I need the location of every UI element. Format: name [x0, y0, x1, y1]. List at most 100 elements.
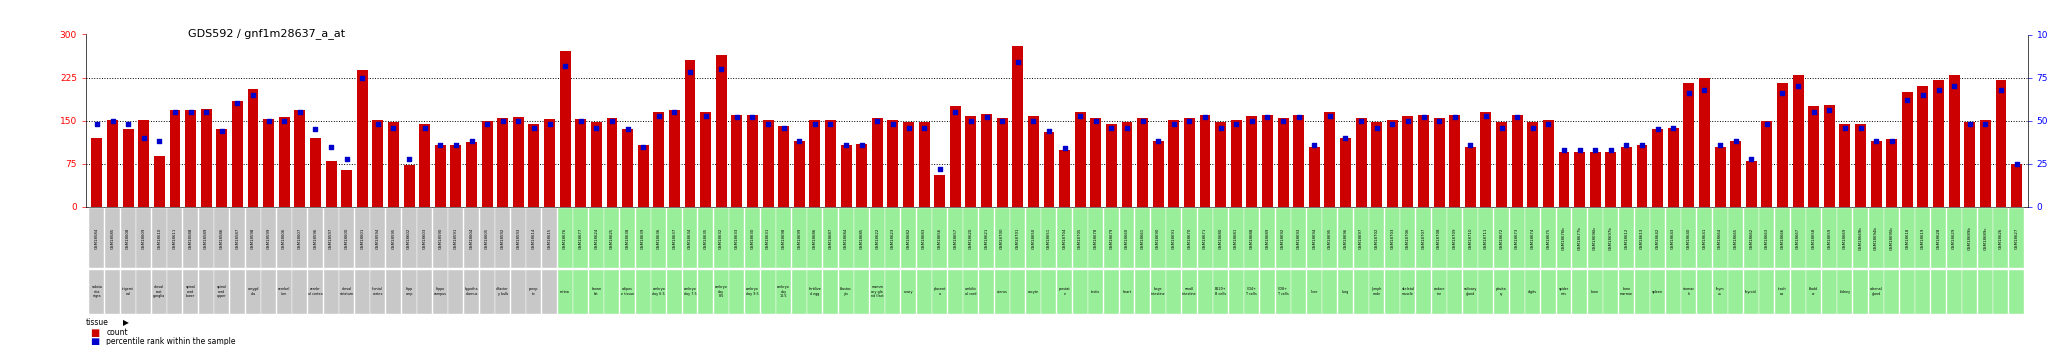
FancyBboxPatch shape — [1604, 208, 1618, 268]
FancyBboxPatch shape — [401, 269, 416, 314]
Point — [1298, 142, 1331, 148]
Text: GSM18638: GSM18638 — [625, 227, 629, 249]
Bar — [1653, 129, 1663, 207]
FancyBboxPatch shape — [121, 269, 135, 314]
Point — [221, 101, 254, 106]
FancyBboxPatch shape — [885, 208, 901, 268]
Text: GSM18695b: GSM18695b — [1890, 226, 1894, 250]
FancyBboxPatch shape — [1026, 208, 1040, 268]
FancyBboxPatch shape — [1401, 269, 1415, 314]
Text: GSM18625: GSM18625 — [610, 227, 614, 249]
Point — [1423, 118, 1456, 124]
Point — [1751, 121, 1784, 127]
FancyBboxPatch shape — [1495, 208, 1509, 268]
Bar — [512, 117, 524, 207]
Point — [1985, 87, 2017, 92]
FancyBboxPatch shape — [1823, 208, 1837, 268]
Text: GSM18606: GSM18606 — [283, 227, 287, 249]
FancyBboxPatch shape — [793, 208, 807, 268]
Point — [1313, 113, 1346, 118]
Text: pituita
ry: pituita ry — [1497, 287, 1507, 296]
FancyBboxPatch shape — [1370, 269, 1384, 314]
FancyBboxPatch shape — [1165, 208, 1182, 268]
FancyBboxPatch shape — [1087, 269, 1104, 314]
Point — [1907, 92, 1939, 98]
FancyBboxPatch shape — [1868, 269, 1884, 314]
Bar — [1059, 149, 1069, 207]
Bar — [606, 118, 616, 207]
FancyBboxPatch shape — [526, 208, 541, 268]
Point — [565, 118, 598, 124]
Text: GSM18599: GSM18599 — [266, 227, 270, 249]
Text: GSM18701: GSM18701 — [1016, 227, 1020, 249]
Text: umbilic
al cord: umbilic al cord — [965, 287, 977, 296]
Point — [768, 125, 801, 130]
Point — [127, 135, 160, 141]
Bar — [1839, 124, 1851, 207]
FancyBboxPatch shape — [293, 269, 307, 314]
Text: GSM18633: GSM18633 — [735, 227, 739, 249]
Bar — [217, 129, 227, 207]
Bar — [1386, 120, 1399, 207]
Text: GSM18680: GSM18680 — [1219, 227, 1223, 249]
Bar — [1511, 115, 1522, 207]
FancyBboxPatch shape — [918, 269, 932, 314]
FancyBboxPatch shape — [229, 208, 246, 268]
Point — [907, 125, 940, 130]
Text: GSM18695: GSM18695 — [1327, 227, 1331, 249]
Bar — [997, 118, 1008, 207]
FancyBboxPatch shape — [1806, 208, 1821, 268]
Point — [1235, 118, 1268, 124]
Text: GSM18693: GSM18693 — [1296, 227, 1300, 249]
FancyBboxPatch shape — [557, 269, 573, 314]
FancyBboxPatch shape — [246, 269, 260, 314]
FancyBboxPatch shape — [870, 269, 885, 314]
FancyBboxPatch shape — [1415, 208, 1432, 268]
Point — [1704, 142, 1737, 148]
Point — [174, 109, 207, 115]
Point — [502, 118, 535, 124]
FancyBboxPatch shape — [1182, 208, 1196, 268]
FancyBboxPatch shape — [182, 269, 199, 314]
Point — [1563, 147, 1595, 153]
FancyBboxPatch shape — [1915, 208, 1931, 268]
FancyBboxPatch shape — [1479, 269, 1493, 314]
Point — [532, 121, 565, 127]
FancyBboxPatch shape — [1526, 208, 1540, 268]
FancyBboxPatch shape — [1618, 269, 1634, 314]
FancyBboxPatch shape — [543, 208, 557, 268]
FancyBboxPatch shape — [1448, 269, 1462, 314]
Point — [1204, 125, 1237, 130]
Text: GSM18677b: GSM18677b — [1577, 226, 1581, 250]
FancyBboxPatch shape — [823, 208, 838, 268]
Point — [330, 156, 362, 161]
FancyBboxPatch shape — [1712, 269, 1729, 314]
Point — [1798, 109, 1831, 115]
FancyBboxPatch shape — [1993, 208, 2009, 268]
Text: oocyte: oocyte — [1028, 289, 1038, 294]
Text: GSM18686: GSM18686 — [813, 227, 817, 249]
Bar — [1356, 118, 1366, 207]
FancyBboxPatch shape — [1479, 208, 1493, 268]
Text: salivary
gland: salivary gland — [1464, 287, 1477, 296]
Bar — [715, 55, 727, 207]
Point — [1610, 142, 1642, 148]
FancyBboxPatch shape — [510, 208, 526, 268]
FancyBboxPatch shape — [698, 208, 713, 268]
FancyBboxPatch shape — [1010, 208, 1026, 268]
FancyBboxPatch shape — [1901, 269, 1915, 314]
Point — [1001, 59, 1034, 65]
Text: GSM18604: GSM18604 — [469, 227, 473, 249]
Text: GSM18597: GSM18597 — [330, 227, 334, 249]
Text: GSM18622: GSM18622 — [874, 227, 879, 249]
Text: cerebel
lum: cerebel lum — [279, 287, 291, 296]
Text: bladd
er: bladd er — [1808, 287, 1819, 296]
Bar — [309, 138, 322, 207]
FancyBboxPatch shape — [1509, 208, 1524, 268]
Point — [1329, 135, 1362, 141]
Text: GSM18681: GSM18681 — [1235, 227, 1239, 249]
FancyBboxPatch shape — [2009, 208, 2023, 268]
Point — [1626, 142, 1659, 148]
FancyBboxPatch shape — [1323, 269, 1337, 314]
Bar — [248, 89, 258, 207]
